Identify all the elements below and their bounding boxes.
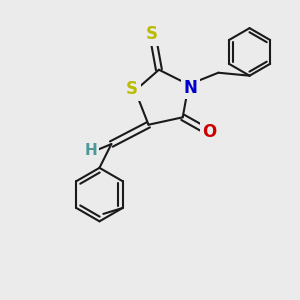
Text: N: N (183, 79, 197, 97)
Text: H: H (84, 142, 97, 158)
Text: S: S (126, 80, 138, 98)
Text: O: O (202, 123, 217, 141)
Text: S: S (146, 25, 158, 43)
